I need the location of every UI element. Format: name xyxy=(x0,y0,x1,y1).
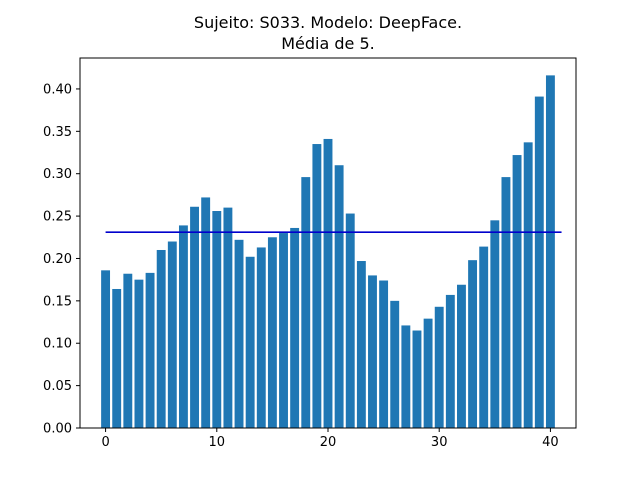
y-tick-label: 0.25 xyxy=(43,210,72,225)
x-tick-label: 0 xyxy=(101,435,109,450)
bar xyxy=(134,279,144,428)
x-tick-label: 10 xyxy=(209,435,226,450)
bar xyxy=(212,211,222,428)
bar xyxy=(112,288,122,428)
bar xyxy=(512,155,522,428)
bar xyxy=(445,294,455,428)
y-tick-label: 0.30 xyxy=(43,167,72,182)
bar xyxy=(490,220,500,428)
bar xyxy=(101,270,111,428)
bar xyxy=(545,75,555,428)
bar xyxy=(267,237,277,428)
y-tick-label: 0.35 xyxy=(43,125,72,140)
y-tick-label: 0.15 xyxy=(43,294,72,309)
bar xyxy=(234,239,244,428)
x-tick-label: 30 xyxy=(431,435,448,450)
bar xyxy=(145,272,155,428)
bar xyxy=(323,138,333,428)
bar xyxy=(178,225,188,428)
chart-title: Sujeito: S033. Modelo: DeepFace. xyxy=(194,13,462,32)
bar xyxy=(423,318,433,428)
bar xyxy=(379,280,389,428)
bar xyxy=(434,306,444,428)
bars-group xyxy=(101,75,555,429)
bar xyxy=(190,206,199,428)
bar xyxy=(167,241,177,428)
bar xyxy=(345,213,355,428)
bar xyxy=(401,325,411,428)
y-tick-label: 0.00 xyxy=(43,422,72,437)
bar xyxy=(468,260,478,428)
bar xyxy=(223,207,233,428)
chart-subtitle: Média de 5. xyxy=(281,34,375,53)
bar xyxy=(457,284,466,428)
bar xyxy=(356,261,366,428)
bar xyxy=(334,165,344,428)
bar xyxy=(534,96,544,429)
x-axis: 0 10 20 30 40 xyxy=(101,428,559,450)
bar xyxy=(390,300,400,428)
y-axis: 0.00 0.05 0.10 0.15 0.20 0.25 0.30 0.35 0.40 xyxy=(43,82,80,437)
bar xyxy=(201,197,211,428)
y-tick-label: 0.10 xyxy=(43,337,72,352)
bar xyxy=(312,144,322,428)
bar xyxy=(301,177,311,428)
bar xyxy=(523,142,533,428)
bar xyxy=(256,247,266,428)
y-tick-label: 0.20 xyxy=(43,252,72,267)
bar xyxy=(368,275,377,428)
bar xyxy=(279,233,288,428)
x-tick-label: 40 xyxy=(542,435,559,450)
bar xyxy=(290,227,300,428)
bar xyxy=(479,246,489,428)
bar xyxy=(156,249,166,428)
x-tick-label: 20 xyxy=(320,435,337,450)
bar xyxy=(501,177,511,428)
bar xyxy=(245,256,255,428)
y-tick-label: 0.40 xyxy=(43,82,72,97)
bar xyxy=(123,273,133,428)
bar xyxy=(412,330,422,428)
y-tick-label: 0.05 xyxy=(43,379,72,394)
